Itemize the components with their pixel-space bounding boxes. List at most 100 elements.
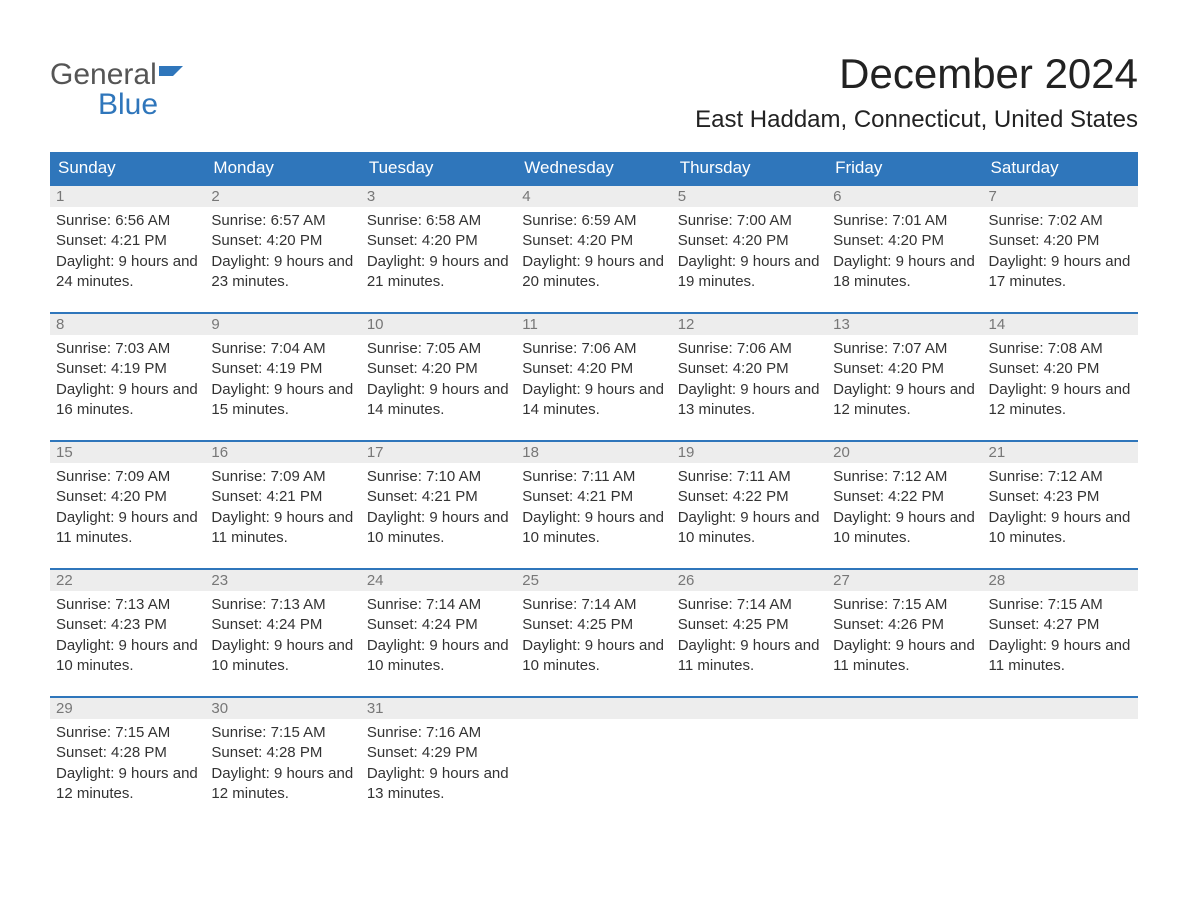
day-details: Sunrise: 7:00 AMSunset: 4:20 PMDaylight:… [672,207,827,300]
day-number-empty [672,698,827,719]
weekday-header: Tuesday [361,152,516,184]
calendar-cell: 17Sunrise: 7:10 AMSunset: 4:21 PMDayligh… [361,440,516,568]
weekday-header: Friday [827,152,982,184]
daylight-line: Daylight: 9 hours and 11 minutes. [211,508,354,549]
day-details: Sunrise: 7:07 AMSunset: 4:20 PMDaylight:… [827,335,982,428]
day-details: Sunrise: 7:09 AMSunset: 4:20 PMDaylight:… [50,463,205,556]
calendar-cell: 23Sunrise: 7:13 AMSunset: 4:24 PMDayligh… [205,568,360,696]
day-number: 31 [361,698,516,719]
day-number: 30 [205,698,360,719]
brand-logo-text: General Blue [50,60,185,120]
sunrise-line: Sunrise: 7:11 AM [522,467,665,487]
day-number: 8 [50,314,205,335]
day-number-empty [983,698,1138,719]
day-number: 12 [672,314,827,335]
calendar-cell: 20Sunrise: 7:12 AMSunset: 4:22 PMDayligh… [827,440,982,568]
daylight-line: Daylight: 9 hours and 12 minutes. [56,764,199,805]
day-details: Sunrise: 6:57 AMSunset: 4:20 PMDaylight:… [205,207,360,300]
day-number: 15 [50,442,205,463]
day-details: Sunrise: 7:13 AMSunset: 4:24 PMDaylight:… [205,591,360,684]
day-number: 14 [983,314,1138,335]
sunrise-line: Sunrise: 7:04 AM [211,339,354,359]
calendar-cell [827,696,982,824]
sunrise-line: Sunrise: 7:08 AM [989,339,1132,359]
day-details: Sunrise: 7:06 AMSunset: 4:20 PMDaylight:… [516,335,671,428]
sunset-line: Sunset: 4:21 PM [522,487,665,507]
sunset-line: Sunset: 4:20 PM [678,231,821,251]
sunrise-line: Sunrise: 7:05 AM [367,339,510,359]
calendar-cell: 1Sunrise: 6:56 AMSunset: 4:21 PMDaylight… [50,184,205,312]
weekday-header: Wednesday [516,152,671,184]
sunrise-line: Sunrise: 7:12 AM [989,467,1132,487]
day-number: 2 [205,186,360,207]
daylight-line: Daylight: 9 hours and 12 minutes. [989,380,1132,421]
daylight-line: Daylight: 9 hours and 12 minutes. [833,380,976,421]
day-details: Sunrise: 7:15 AMSunset: 4:26 PMDaylight:… [827,591,982,684]
calendar-cell: 8Sunrise: 7:03 AMSunset: 4:19 PMDaylight… [50,312,205,440]
sunset-line: Sunset: 4:23 PM [56,615,199,635]
weekday-header: Saturday [983,152,1138,184]
sunset-line: Sunset: 4:21 PM [367,487,510,507]
sunset-line: Sunset: 4:25 PM [522,615,665,635]
sunrise-line: Sunrise: 7:02 AM [989,211,1132,231]
flag-icon [159,58,185,91]
location-subtitle: East Haddam, Connecticut, United States [695,106,1138,134]
daylight-line: Daylight: 9 hours and 12 minutes. [211,764,354,805]
calendar-cell: 31Sunrise: 7:16 AMSunset: 4:29 PMDayligh… [361,696,516,824]
day-number: 18 [516,442,671,463]
day-details: Sunrise: 7:14 AMSunset: 4:24 PMDaylight:… [361,591,516,684]
daylight-line: Daylight: 9 hours and 23 minutes. [211,252,354,293]
day-details: Sunrise: 7:09 AMSunset: 4:21 PMDaylight:… [205,463,360,556]
calendar-cell: 27Sunrise: 7:15 AMSunset: 4:26 PMDayligh… [827,568,982,696]
day-number: 3 [361,186,516,207]
day-details: Sunrise: 7:14 AMSunset: 4:25 PMDaylight:… [672,591,827,684]
day-number: 13 [827,314,982,335]
daylight-line: Daylight: 9 hours and 18 minutes. [833,252,976,293]
day-number: 1 [50,186,205,207]
day-number: 22 [50,570,205,591]
daylight-line: Daylight: 9 hours and 10 minutes. [522,508,665,549]
daylight-line: Daylight: 9 hours and 14 minutes. [522,380,665,421]
day-number: 11 [516,314,671,335]
day-number: 24 [361,570,516,591]
weekday-header: Thursday [672,152,827,184]
daylight-line: Daylight: 9 hours and 16 minutes. [56,380,199,421]
calendar-cell: 30Sunrise: 7:15 AMSunset: 4:28 PMDayligh… [205,696,360,824]
calendar-cell [983,696,1138,824]
calendar-week-row: 1Sunrise: 6:56 AMSunset: 4:21 PMDaylight… [50,184,1138,312]
calendar-cell: 22Sunrise: 7:13 AMSunset: 4:23 PMDayligh… [50,568,205,696]
day-details: Sunrise: 7:12 AMSunset: 4:22 PMDaylight:… [827,463,982,556]
sunset-line: Sunset: 4:21 PM [211,487,354,507]
daylight-line: Daylight: 9 hours and 10 minutes. [522,636,665,677]
day-details: Sunrise: 7:08 AMSunset: 4:20 PMDaylight:… [983,335,1138,428]
daylight-line: Daylight: 9 hours and 13 minutes. [678,380,821,421]
calendar-week-row: 29Sunrise: 7:15 AMSunset: 4:28 PMDayligh… [50,696,1138,824]
calendar-cell: 16Sunrise: 7:09 AMSunset: 4:21 PMDayligh… [205,440,360,568]
daylight-line: Daylight: 9 hours and 13 minutes. [367,764,510,805]
calendar-cell: 26Sunrise: 7:14 AMSunset: 4:25 PMDayligh… [672,568,827,696]
day-details: Sunrise: 7:15 AMSunset: 4:28 PMDaylight:… [50,719,205,812]
day-details: Sunrise: 7:04 AMSunset: 4:19 PMDaylight:… [205,335,360,428]
day-number: 6 [827,186,982,207]
sunrise-line: Sunrise: 7:14 AM [522,595,665,615]
daylight-line: Daylight: 9 hours and 17 minutes. [989,252,1132,293]
day-number: 9 [205,314,360,335]
sunrise-line: Sunrise: 6:56 AM [56,211,199,231]
sunrise-line: Sunrise: 7:15 AM [833,595,976,615]
calendar-cell: 12Sunrise: 7:06 AMSunset: 4:20 PMDayligh… [672,312,827,440]
sunset-line: Sunset: 4:20 PM [522,359,665,379]
day-details: Sunrise: 7:03 AMSunset: 4:19 PMDaylight:… [50,335,205,428]
calendar-week-row: 15Sunrise: 7:09 AMSunset: 4:20 PMDayligh… [50,440,1138,568]
calendar-cell: 7Sunrise: 7:02 AMSunset: 4:20 PMDaylight… [983,184,1138,312]
day-number: 5 [672,186,827,207]
day-details: Sunrise: 7:11 AMSunset: 4:22 PMDaylight:… [672,463,827,556]
sunset-line: Sunset: 4:22 PM [833,487,976,507]
sunrise-line: Sunrise: 7:06 AM [678,339,821,359]
sunset-line: Sunset: 4:27 PM [989,615,1132,635]
brand-logo: General Blue [50,40,185,120]
day-details: Sunrise: 7:01 AMSunset: 4:20 PMDaylight:… [827,207,982,300]
day-details: Sunrise: 6:56 AMSunset: 4:21 PMDaylight:… [50,207,205,300]
sunset-line: Sunset: 4:19 PM [211,359,354,379]
sunset-line: Sunset: 4:28 PM [211,743,354,763]
sunrise-line: Sunrise: 7:14 AM [367,595,510,615]
